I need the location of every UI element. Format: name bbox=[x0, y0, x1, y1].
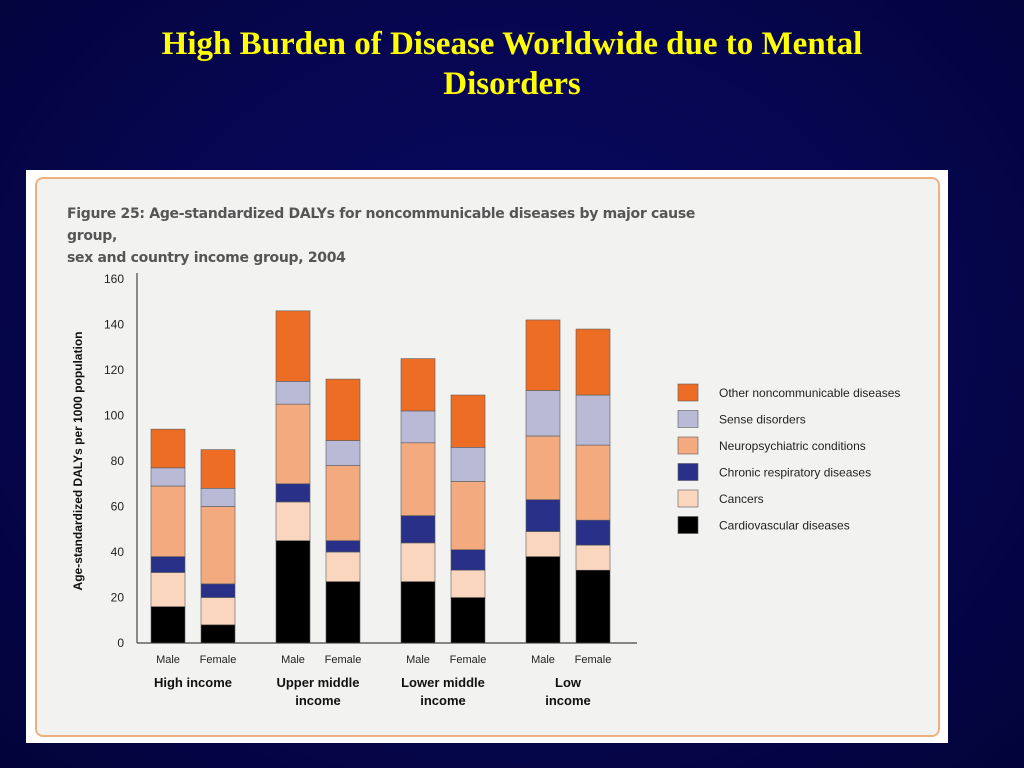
figure-frame: Figure 25: Age-standardized DALYs for no… bbox=[35, 177, 940, 737]
x-group-label: income bbox=[295, 693, 341, 708]
y-tick-label: 60 bbox=[111, 500, 125, 514]
slide-title: High Burden of Disease Worldwide due to … bbox=[40, 24, 984, 104]
x-category-label: Male bbox=[531, 654, 555, 666]
bar-segment bbox=[575, 394, 611, 446]
bar-segment bbox=[450, 481, 486, 551]
bar-segment bbox=[400, 542, 436, 582]
x-group-label: income bbox=[420, 693, 466, 708]
bar-segment bbox=[275, 501, 311, 541]
x-category-label: Female bbox=[200, 654, 237, 666]
bar-segment bbox=[200, 624, 236, 644]
bar-segment bbox=[450, 549, 486, 571]
bar-segment bbox=[200, 449, 236, 489]
legend-label: Neuropsychiatric conditions bbox=[719, 439, 866, 453]
legend-swatch bbox=[677, 489, 699, 508]
y-tick-label: 140 bbox=[104, 318, 124, 332]
legend-swatch bbox=[677, 436, 699, 455]
figure-caption: Figure 25: Age-standardized DALYs for no… bbox=[67, 203, 747, 269]
legend-label: Cancers bbox=[719, 492, 764, 506]
bar-segment bbox=[575, 544, 611, 571]
x-group-label: income bbox=[545, 693, 591, 708]
x-category-label: Male bbox=[156, 654, 180, 666]
y-tick-label: 40 bbox=[111, 545, 125, 559]
bar-segment bbox=[325, 581, 361, 644]
bar-segment bbox=[150, 428, 186, 469]
bar-segment bbox=[450, 597, 486, 644]
x-category-label: Male bbox=[281, 654, 305, 666]
bar-segment bbox=[525, 556, 561, 644]
bar-segment bbox=[275, 381, 311, 405]
bar-segment bbox=[400, 442, 436, 516]
legend-swatch bbox=[677, 463, 699, 481]
bar-segment bbox=[200, 487, 236, 507]
x-group-label: Lower middle bbox=[401, 675, 485, 690]
bar-segment bbox=[150, 485, 186, 557]
legend-label: Chronic respiratory diseases bbox=[719, 466, 871, 480]
bar-segment bbox=[150, 606, 186, 644]
x-category-label: Female bbox=[325, 654, 362, 666]
y-tick-label: 20 bbox=[111, 591, 125, 605]
bar-segment bbox=[150, 572, 186, 607]
bar-segment bbox=[575, 444, 611, 521]
bar-segment bbox=[325, 440, 361, 466]
bar-segment bbox=[450, 569, 486, 598]
slide-title-line-2: Disorders bbox=[443, 66, 581, 102]
bar-segment bbox=[275, 540, 311, 644]
bar-segment bbox=[150, 467, 186, 487]
bar-segment bbox=[525, 531, 561, 557]
bar-segment bbox=[200, 597, 236, 626]
bar-segment bbox=[325, 540, 361, 553]
bar-segment bbox=[525, 435, 561, 500]
bar-segment bbox=[400, 581, 436, 644]
legend-label: Sense disorders bbox=[719, 413, 806, 427]
y-axis-title: Age-standardized DALYs per 1000 populati… bbox=[71, 332, 85, 591]
y-tick-label: 160 bbox=[104, 272, 124, 286]
x-category-label: Female bbox=[450, 654, 487, 666]
stacked-bar-chart: 0 20 40 60 80 100 120 140 160 Age-standardized DA… bbox=[71, 272, 900, 708]
y-tick-label: 120 bbox=[104, 363, 124, 377]
x-group-label: Low bbox=[555, 675, 582, 690]
figure-panel: Figure 25: Age-standardized DALYs for no… bbox=[26, 170, 948, 743]
bar-segment bbox=[400, 358, 436, 412]
legend-swatch bbox=[677, 383, 699, 402]
figure-caption-line-1: Figure 25: Age-standardized DALYs for no… bbox=[67, 206, 696, 244]
bar-segment bbox=[575, 328, 611, 396]
bar-segment bbox=[200, 583, 236, 598]
bar-segment bbox=[325, 551, 361, 582]
legend-swatch bbox=[677, 516, 699, 534]
legend-label: Cardiovascular diseases bbox=[719, 519, 850, 533]
x-group-label: Upper middle bbox=[276, 675, 359, 690]
bar-segment bbox=[575, 519, 611, 546]
x-group-label: High income bbox=[154, 675, 232, 690]
legend-swatch bbox=[677, 410, 699, 428]
bar-segment bbox=[275, 310, 311, 382]
legend-label: Other noncommunicable diseases bbox=[719, 386, 900, 400]
bar-segment bbox=[150, 556, 186, 573]
bar-segment bbox=[275, 403, 311, 485]
bar-segment bbox=[575, 569, 611, 644]
bar-segment bbox=[325, 378, 361, 441]
figure-caption-line-2: sex and country income group, 2004 bbox=[67, 250, 346, 266]
bar-segment bbox=[275, 483, 311, 503]
bar-segment bbox=[525, 390, 561, 437]
x-category-label: Female bbox=[575, 654, 612, 666]
slide-title-line-1: High Burden of Disease Worldwide due to … bbox=[161, 26, 863, 62]
y-tick-label: 80 bbox=[111, 454, 125, 468]
bar-segment bbox=[450, 447, 486, 482]
bar-segment bbox=[400, 515, 436, 544]
y-tick-label: 0 bbox=[117, 636, 124, 650]
bar-segment bbox=[200, 506, 236, 585]
bar-segment bbox=[450, 394, 486, 448]
bar-segment bbox=[325, 465, 361, 541]
bar-segment bbox=[525, 499, 561, 532]
bar-segment bbox=[525, 319, 561, 391]
bar-segment bbox=[400, 410, 436, 444]
y-tick-label: 100 bbox=[104, 409, 124, 423]
x-category-label: Male bbox=[406, 654, 430, 666]
